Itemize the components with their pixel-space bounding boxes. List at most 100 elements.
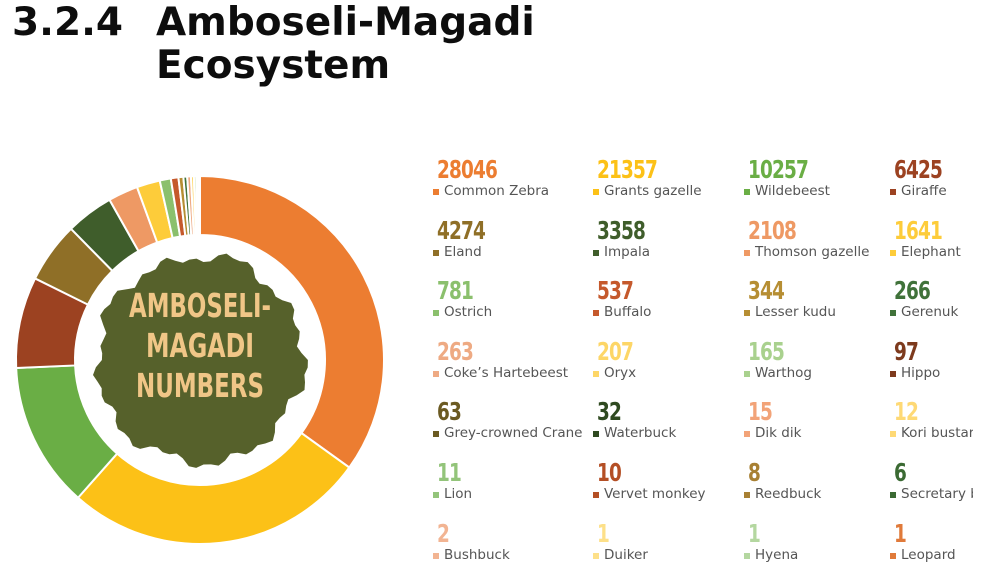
legend-value: 4274 (437, 215, 486, 245)
legend-value: 207 (597, 336, 634, 366)
legend-swatch (890, 431, 896, 438)
legend-label: Thomson gazelle (755, 243, 870, 260)
legend-value: 32 (597, 397, 622, 427)
legend-item: 1 Leopard (889, 514, 973, 570)
legend-value: 97 (894, 336, 919, 366)
legend-item: 263 Coke’s Hartebeest (432, 332, 582, 388)
legend-label: Buffalo (604, 304, 652, 321)
legend-label: Grey-crowned Crane (444, 425, 583, 442)
legend-swatch (890, 310, 896, 317)
legend-item: 32 Waterbuck (592, 392, 742, 448)
legend-value: 263 (437, 336, 474, 366)
legend-item: 266 Gerenuk (889, 271, 973, 327)
legend-label: Elephant (901, 243, 961, 260)
legend-label: Hippo (901, 364, 941, 381)
legend-swatch (593, 552, 599, 559)
legend-swatch (433, 370, 439, 377)
legend-swatch (744, 370, 750, 377)
legend-value: 1 (597, 518, 610, 548)
legend-value: 781 (437, 276, 474, 306)
donut-slices (15, 174, 385, 545)
legend-label: Oryx (604, 364, 637, 381)
legend-swatch (890, 189, 896, 195)
legend-swatch (744, 189, 750, 195)
legend-value: 10 (597, 458, 622, 487)
legend-value: 8 (748, 458, 761, 487)
legend-value: 2 (437, 518, 450, 548)
legend-item: 11 Lion (432, 453, 582, 509)
legend-swatch (744, 431, 750, 438)
legend-swatch (593, 249, 599, 256)
legend-swatch (593, 370, 599, 377)
legend-label: Gerenuk (901, 304, 959, 321)
legend-swatch (593, 189, 599, 195)
legend-item: 3358 Impala (592, 211, 742, 267)
legend-item: 15 Dik dik (743, 392, 893, 448)
legend-value: 1 (894, 518, 907, 548)
legend-value: 165 (748, 336, 785, 366)
legend-item: 2 Bushbuck (432, 514, 582, 570)
legend-item: 8 Reedbuck (743, 453, 893, 509)
legend-value: 1 (748, 518, 761, 548)
legend-swatch (433, 310, 439, 317)
legend-value: 11 (437, 458, 462, 487)
legend-item: 1641 Elephant (889, 211, 973, 267)
legend-swatch (433, 492, 439, 498)
legend-label: Vervet monkey (604, 486, 706, 502)
legend-value: 6425 (894, 155, 943, 184)
legend-value: 28046 (437, 155, 498, 184)
legend: 28046 Common Zebra 21357 Grants gazelle 1025… (432, 150, 973, 579)
legend-value: 537 (597, 276, 634, 306)
legend-item: 344 Lesser kudu (743, 271, 893, 327)
legend-swatch (593, 310, 599, 317)
legend-item: 2108 Thomson gazelle (743, 211, 893, 267)
legend-label: Bushbuck (444, 546, 510, 563)
legend-swatch (433, 431, 439, 438)
legend-label: Ostrich (444, 304, 493, 321)
legend-swatch (433, 189, 439, 195)
legend-value: 63 (437, 397, 462, 427)
legend-swatch (593, 431, 599, 438)
legend-label: Leopard (901, 546, 956, 563)
legend-label: Warthog (755, 364, 812, 381)
legend-item: 12 Kori bustar (889, 392, 973, 448)
legend-label: Duiker (604, 546, 648, 563)
legend-item: 537 Buffalo (592, 271, 742, 327)
legend-value: 12 (894, 397, 919, 427)
legend-value: 15 (748, 397, 773, 427)
legend-value: 6 (894, 458, 907, 487)
legend-value: 21357 (597, 155, 658, 184)
legend-item: 4274 Eland (432, 211, 582, 267)
legend-swatch (890, 370, 896, 377)
legend-item: 28046 Common Zebra (432, 150, 582, 206)
legend-swatch (593, 492, 599, 498)
center-label-line3: NUMBERS (136, 366, 264, 405)
legend-item: 97 Hippo (889, 332, 973, 388)
legend-item: 6 Secretary b (889, 453, 973, 509)
legend-item: 165 Warthog (743, 332, 893, 388)
donut-chart: AMBOSELI- MAGADI NUMBERS (15, 174, 385, 545)
legend-swatch (744, 552, 750, 559)
legend-swatch (433, 249, 439, 256)
legend-label: Kori bustar (901, 425, 973, 442)
legend-label: Dik dik (755, 425, 802, 442)
legend-value: 344 (748, 276, 785, 306)
legend-value: 10257 (748, 155, 809, 184)
section-title-line1: Amboseli-Magadi (156, 0, 535, 45)
legend-swatch (890, 552, 896, 559)
legend-swatch (890, 249, 896, 256)
legend-label: Secretary b (901, 486, 973, 502)
legend-label: Waterbuck (604, 425, 677, 442)
legend-swatch (890, 492, 896, 498)
legend-item: 1 Duiker (592, 514, 742, 570)
legend-item: 1 Hyena (743, 514, 893, 570)
legend-value: 3358 (597, 215, 646, 245)
center-label-line2: MAGADI (146, 326, 254, 365)
legend-item: 781 Ostrich (432, 271, 582, 327)
legend-item: 10 Vervet monkey (592, 453, 742, 509)
legend-value: 2108 (748, 215, 797, 245)
center-brush-blob (93, 253, 308, 468)
legend-label: Hyena (755, 546, 799, 563)
legend-label: Coke’s Hartebeest (444, 364, 569, 381)
legend-swatch (744, 492, 750, 498)
